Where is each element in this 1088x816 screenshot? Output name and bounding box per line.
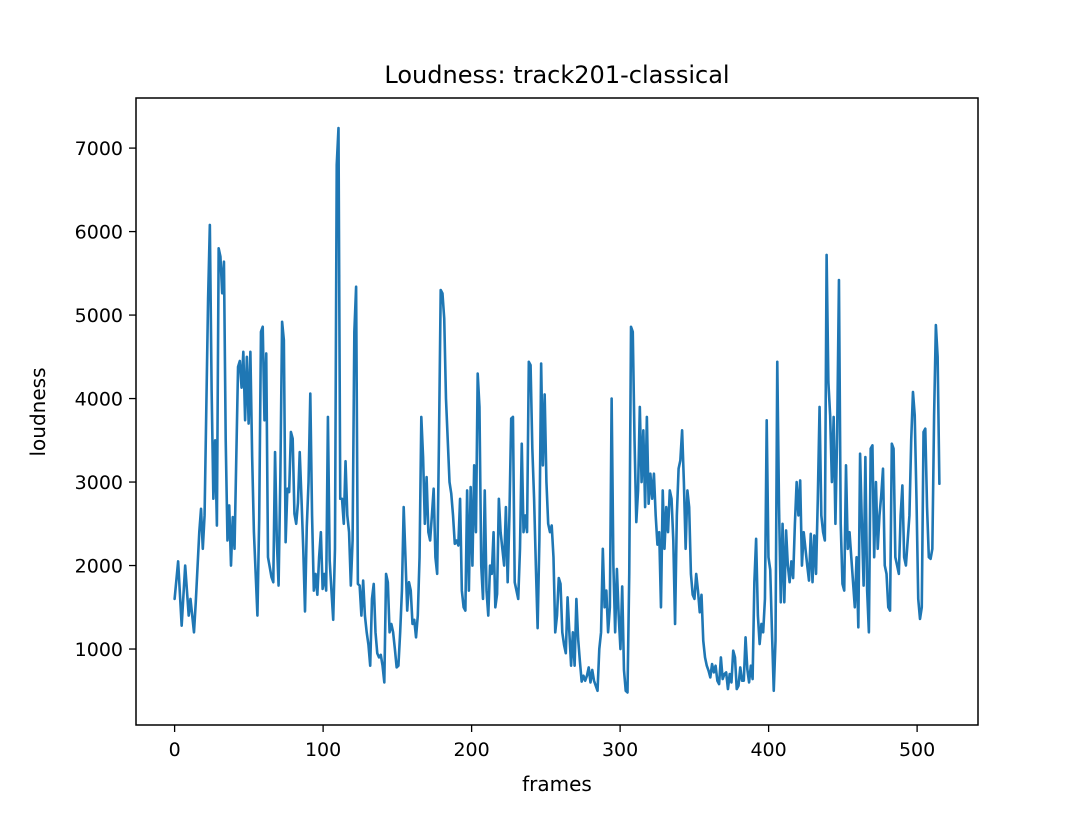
y-tick-label: 1000: [75, 639, 123, 661]
x-tick-label: 100: [305, 739, 341, 761]
x-tick-label: 500: [899, 739, 935, 761]
y-tick-label: 3000: [75, 472, 123, 494]
loudness-series-line: [173, 126, 941, 694]
y-tick-label: 6000: [75, 222, 123, 244]
x-tick-label: 300: [602, 739, 638, 761]
x-tick-label: 400: [750, 739, 786, 761]
y-tick-label: 2000: [75, 556, 123, 578]
plot-area: [135, 97, 979, 726]
chart-title: Loudness: track201-classical: [384, 61, 729, 89]
y-tick-label: 7000: [75, 138, 123, 160]
y-tick-label: 4000: [75, 389, 123, 411]
y-tick-label: 5000: [75, 305, 123, 327]
x-tick-label: 200: [453, 739, 489, 761]
x-tick-label: 0: [169, 739, 181, 761]
y-axis-ticks: 1000 2000 3000 4000 5000 6000 7000: [75, 138, 136, 661]
y-axis-label: loudness: [26, 368, 50, 457]
x-axis-ticks: 0 100 200 300 400 500: [169, 725, 935, 761]
plot-frame: [135, 97, 979, 726]
x-axis-label: frames: [522, 772, 592, 796]
